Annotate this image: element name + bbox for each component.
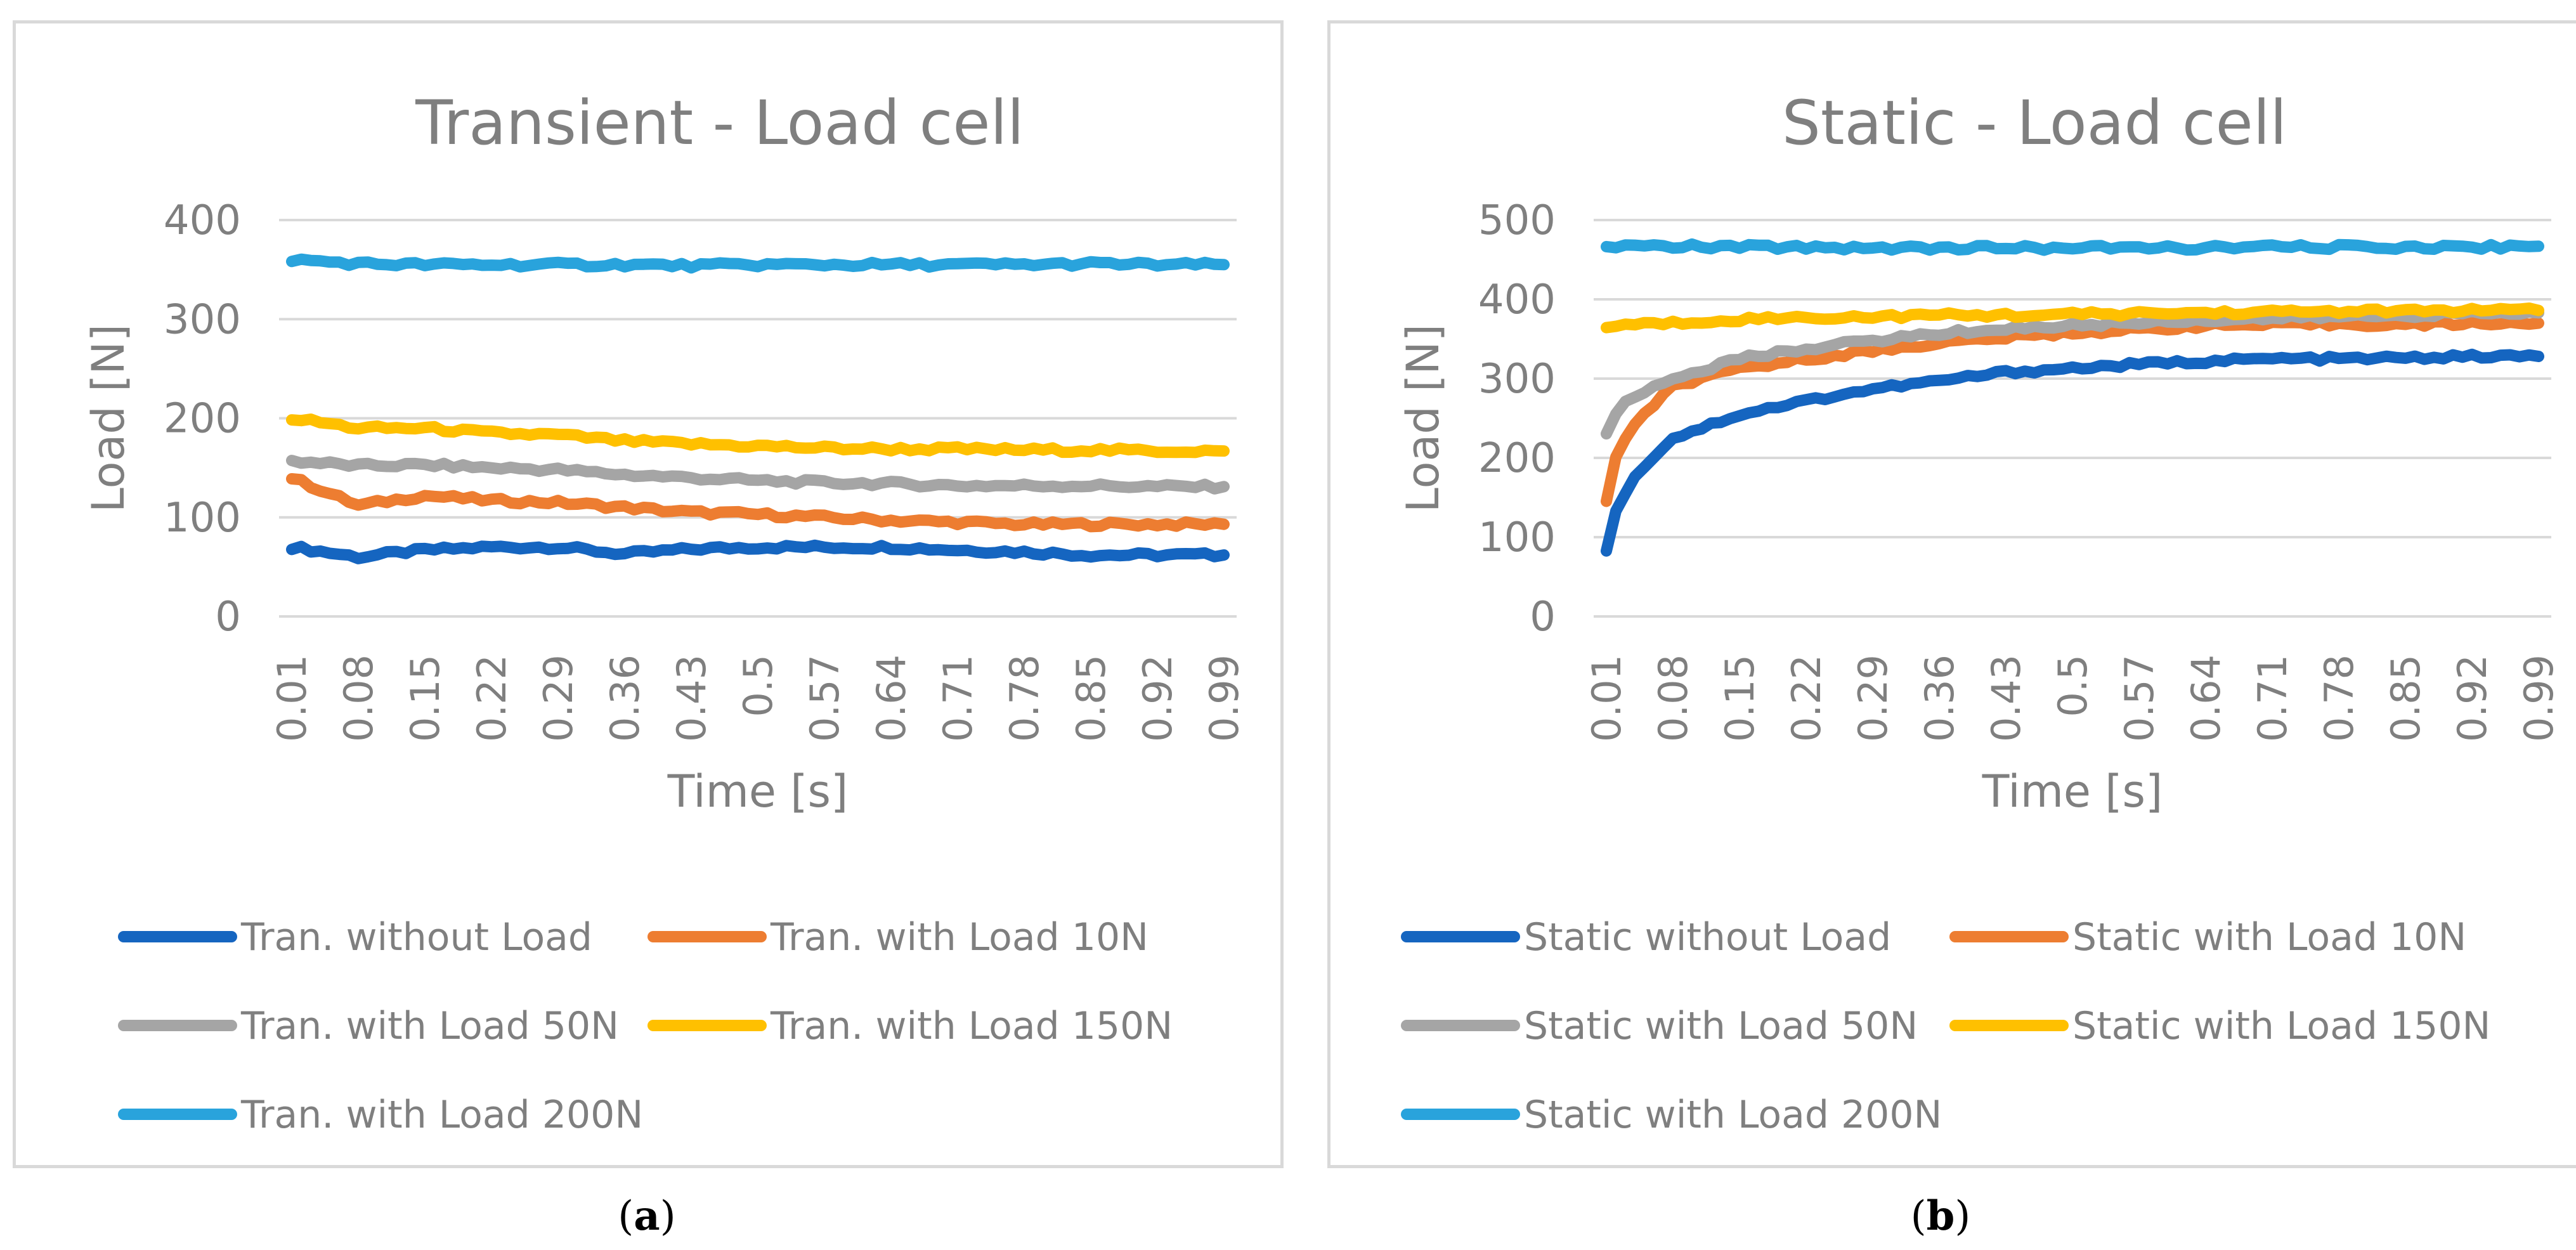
chart-title: Static - Load cell xyxy=(1782,88,2287,159)
y-tick-label: 200 xyxy=(164,396,241,443)
x-tick-label: 0.5 xyxy=(735,654,781,717)
legend-label: Static with Load 200N xyxy=(1524,1093,1942,1137)
caption-b: (b) xyxy=(1910,1192,1971,1240)
caption-b-letter: b xyxy=(1926,1192,1955,1240)
x-tick-label: 0.64 xyxy=(2183,654,2229,742)
x-tick-label: 0.29 xyxy=(535,654,582,742)
y-tick-label: 0 xyxy=(1530,594,1556,641)
y-tick-label: 300 xyxy=(164,296,241,343)
x-tick-label: 0.15 xyxy=(402,654,448,742)
series-line xyxy=(286,455,1230,495)
series-line xyxy=(1601,238,2544,256)
x-tick-label: 0.57 xyxy=(802,654,848,742)
x-tick-label: 0.36 xyxy=(602,654,648,742)
x-tick-label: 0.64 xyxy=(868,654,914,742)
y-tick-label: 400 xyxy=(1478,277,1556,323)
legend-label: Tran. without Load xyxy=(240,915,592,960)
x-tick-label: 0.99 xyxy=(2516,654,2562,742)
legend-label: Tran. with Load 200N xyxy=(240,1093,643,1137)
chart-transient-load-cell: Transient - Load cell 0 100 200 300 400 0.01 0.… xyxy=(82,88,1247,1137)
chart-static-load-cell: Static - Load cell 0 100 200 300 400 500 0.01 0.… xyxy=(1397,88,2562,1137)
legend-label: Static with Load 50N xyxy=(1524,1004,1918,1048)
x-axis-label: Time [s] xyxy=(667,765,849,817)
legend-label: Static with Load 10N xyxy=(2072,915,2466,960)
x-tick-label: 0.71 xyxy=(935,654,981,742)
x-tick-label: 0.22 xyxy=(469,654,515,742)
x-tick-label: 0.43 xyxy=(1983,654,2029,742)
x-tick-label: 0.92 xyxy=(2449,654,2495,742)
legend-label: Tran. with Load 50N xyxy=(240,1004,619,1048)
x-tick-label: 0.08 xyxy=(335,654,382,742)
x-tick-label: 0.92 xyxy=(1135,654,1181,742)
legend-label: Tran. with Load 10N xyxy=(770,915,1148,960)
series-line xyxy=(286,253,1230,274)
y-tick-label: 0 xyxy=(215,594,241,641)
y-axis-label: Load [N] xyxy=(82,324,134,512)
caption-a-letter: a xyxy=(634,1192,660,1240)
chart-panel-static: Static - Load cell 0 100 200 300 400 500 0.01 0.… xyxy=(1327,20,2576,1168)
series-line xyxy=(286,473,1230,533)
series-line xyxy=(1601,348,2544,557)
x-tick-label: 0.57 xyxy=(2116,654,2163,742)
series-line xyxy=(1601,302,2544,334)
y-tick-label: 100 xyxy=(1478,514,1556,561)
x-tick-label: 0.01 xyxy=(269,654,315,742)
legend-label: Tran. with Load 150N xyxy=(770,1004,1173,1048)
x-tick-label: 0.01 xyxy=(1584,654,1630,742)
x-tick-label: 0.43 xyxy=(668,654,715,742)
chart-panel-transient: Transient - Load cell 0 100 200 300 400 0.01 0.… xyxy=(13,20,1284,1168)
x-tick-label: 0.36 xyxy=(1916,654,1963,742)
x-tick-label: 0.29 xyxy=(1850,654,1896,742)
x-axis-label: Time [s] xyxy=(1982,765,2163,817)
legend-label: Static without Load xyxy=(1524,915,1891,960)
y-tick-label: 200 xyxy=(1478,435,1556,482)
x-tick-label: 0.85 xyxy=(2383,654,2429,742)
legend-label: Static with Load 150N xyxy=(2072,1004,2490,1048)
x-tick-label: 0.08 xyxy=(1650,654,1696,742)
y-axis-label: Load [N] xyxy=(1397,324,1449,512)
x-tick-label: 0.5 xyxy=(2050,654,2096,717)
x-tick-label: 0.22 xyxy=(1783,654,1830,742)
x-tick-label: 0.78 xyxy=(2316,654,2362,742)
x-tick-label: 0.71 xyxy=(2249,654,2296,742)
series-line xyxy=(286,413,1230,459)
series-line xyxy=(1601,316,2544,507)
y-tick-label: 300 xyxy=(1478,356,1556,403)
y-tick-label: 100 xyxy=(164,495,241,542)
chart-title: Transient - Load cell xyxy=(415,88,1024,159)
series-line xyxy=(286,539,1230,564)
x-tick-label: 0.15 xyxy=(1717,654,1763,742)
y-tick-label: 400 xyxy=(164,197,241,244)
x-tick-label: 0.99 xyxy=(1201,654,1247,742)
x-tick-label: 0.85 xyxy=(1068,654,1114,742)
x-tick-label: 0.78 xyxy=(1001,654,1048,742)
y-tick-label: 500 xyxy=(1478,197,1556,244)
caption-a: (a) xyxy=(618,1192,676,1240)
